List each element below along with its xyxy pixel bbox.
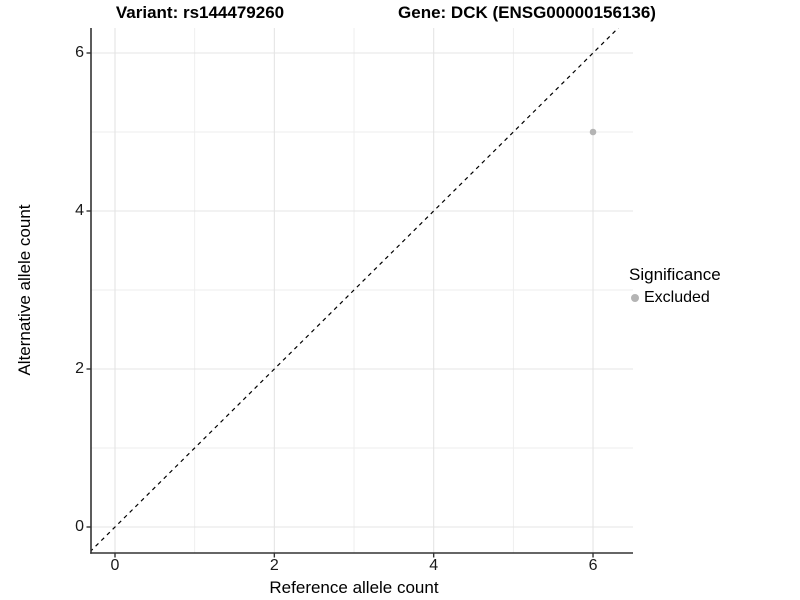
legend-item-excluded: Excluded [629,289,721,307]
plot-title-gene: Gene: DCK (ENSG00000156136) [398,3,656,22]
x-tick-label: 2 [269,557,279,574]
plot-title-variant: Variant: rs144479260 [115,3,285,22]
legend-item-label: Excluded [644,289,710,306]
y-tick-label: 4 [75,202,84,219]
y-tick-label: 6 [75,44,84,61]
x-axis-label: Reference allele count [269,578,439,597]
legend: Significance Excluded [629,265,721,307]
x-tick-label: 6 [588,557,598,574]
legend-title: Significance [629,265,721,284]
x-tick-label: 0 [110,557,120,574]
legend-point-icon [631,294,639,302]
y-tick-label: 2 [75,360,84,377]
y-tick-label: 0 [75,518,84,535]
x-tick-label: 4 [429,557,439,574]
y-axis-label: Alternative allele count [15,204,34,376]
